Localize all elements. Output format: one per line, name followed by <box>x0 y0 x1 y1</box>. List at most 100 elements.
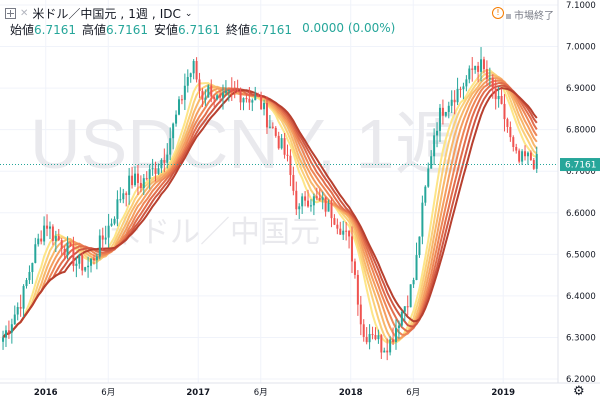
candle-body <box>459 88 462 90</box>
candle-body <box>415 255 418 281</box>
candle-body <box>462 86 465 90</box>
candle-body <box>286 154 289 156</box>
candle-body <box>257 95 260 97</box>
candle-body <box>160 160 163 169</box>
ohlc-low: 安値6.7161 <box>154 23 221 37</box>
candle-body <box>515 146 518 151</box>
candle-body <box>219 95 222 98</box>
exchange-label: IDC <box>159 6 181 21</box>
candle-body <box>131 175 134 186</box>
candle-body <box>10 324 13 333</box>
candle-body <box>397 325 400 329</box>
candle-body <box>177 99 180 115</box>
candle-body <box>145 178 148 180</box>
candle-body <box>532 160 535 169</box>
last-price-box <box>560 158 600 172</box>
candle-body <box>34 244 37 263</box>
candle-body <box>186 77 189 86</box>
candle-body <box>180 99 183 101</box>
candle-body <box>233 90 236 92</box>
candle-body <box>189 73 192 78</box>
candle-body <box>315 196 318 198</box>
candle-body <box>242 98 245 103</box>
candle-body <box>359 304 362 325</box>
interval-label[interactable]: 1週 <box>128 7 148 21</box>
price-axis: 7.1000 7.0000 6.9000 6.8000 6.7000 6.6000 6.50… <box>566 1 596 385</box>
candle-body <box>356 274 359 305</box>
candle-body <box>333 218 336 225</box>
candle-body <box>298 206 301 210</box>
candle-body <box>444 112 447 116</box>
candle-body <box>342 230 345 235</box>
close-icon[interactable]: ✕ <box>20 8 29 19</box>
candle-body <box>207 85 210 98</box>
candle-body <box>362 324 365 337</box>
candle-body <box>104 237 107 240</box>
candle-body <box>57 236 60 241</box>
candle-body <box>386 350 389 353</box>
candle-body <box>245 98 248 100</box>
candle-body <box>353 261 356 275</box>
time-axis: 2016 6月 2017 6月 2018 6月 2019 <box>34 388 515 398</box>
candle-body <box>304 196 307 201</box>
candle-body <box>494 88 497 100</box>
candle-body <box>465 79 468 87</box>
candle-body <box>175 114 178 124</box>
candle-body <box>92 258 95 261</box>
time-tick-label: 6月 <box>406 388 420 398</box>
candle-body <box>277 135 280 149</box>
candle-body <box>169 138 172 155</box>
price-tick-label: 6.5000 <box>566 250 596 260</box>
candle-body <box>380 335 383 353</box>
symbol-description[interactable]: 米ドル／中国元 <box>32 7 117 21</box>
last-price-text: 6.7161 <box>565 161 597 171</box>
candle-body <box>54 236 57 241</box>
candle-body <box>524 151 527 157</box>
alert-icon[interactable]: ! <box>492 7 504 19</box>
candle-body <box>46 225 49 229</box>
candle-body <box>75 263 78 266</box>
candle-body <box>48 226 51 229</box>
candle-body <box>383 350 386 353</box>
candle-body <box>482 59 485 70</box>
candle-body <box>125 193 128 195</box>
candle-body <box>392 339 395 342</box>
candle-body <box>318 197 321 200</box>
candle-body <box>69 242 72 247</box>
candle-body <box>438 107 441 131</box>
candle-body <box>324 197 327 212</box>
candle-body <box>506 119 509 127</box>
status-dot-icon <box>506 13 511 19</box>
candle-body <box>512 137 515 147</box>
time-tick-label: 2018 <box>339 388 363 398</box>
ohlc-open: 始値6.7161 <box>10 23 77 37</box>
candle-body <box>280 138 283 149</box>
candle-body <box>274 127 277 136</box>
candle-body <box>339 228 342 235</box>
candle-body <box>327 203 330 212</box>
candle-body <box>394 328 397 342</box>
candle-body <box>119 199 122 201</box>
candle-body <box>307 200 310 207</box>
candle-body <box>400 311 403 326</box>
candle-body <box>450 99 453 106</box>
candle-body <box>40 238 43 242</box>
expand-icon[interactable] <box>5 8 16 19</box>
candle-body <box>63 248 66 256</box>
candle-body <box>292 175 295 191</box>
gear-icon[interactable]: ⚙ <box>573 384 585 399</box>
candle-body <box>468 68 471 80</box>
candle-body <box>509 126 512 138</box>
candle-body <box>78 255 81 264</box>
chart-grid <box>0 0 558 383</box>
candle-body <box>113 218 116 224</box>
candle-body <box>424 186 427 203</box>
candle-body <box>377 335 380 340</box>
candle-body <box>151 168 154 170</box>
chevron-down-icon[interactable]: ⌄ <box>184 8 193 19</box>
candle-body <box>365 336 368 343</box>
ma-line <box>2 86 538 339</box>
candle-body <box>529 152 532 161</box>
candle-body <box>418 236 421 256</box>
